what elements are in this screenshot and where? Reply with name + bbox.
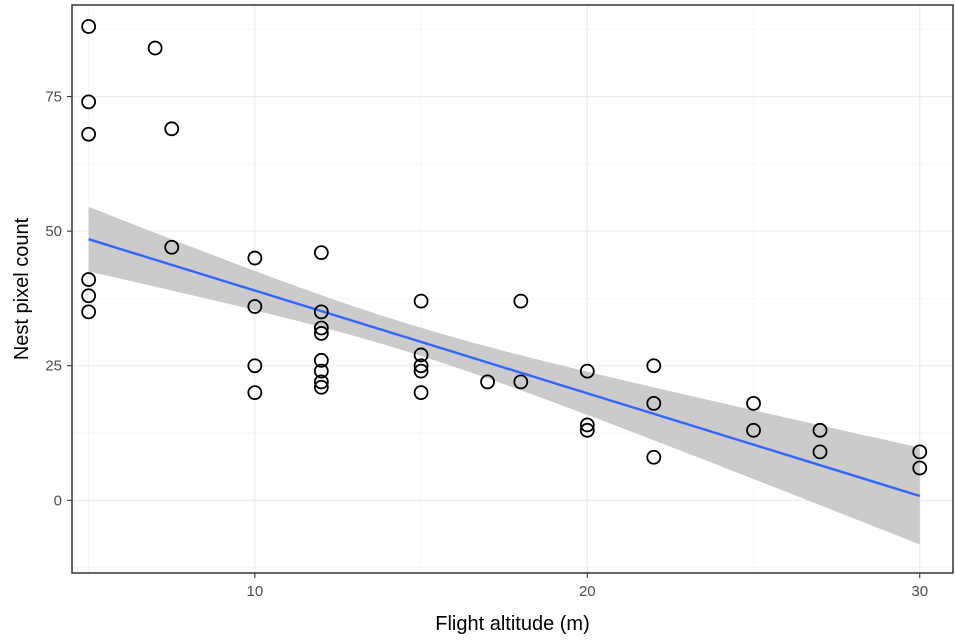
data-point xyxy=(812,444,828,460)
data-point xyxy=(313,320,329,336)
data-point xyxy=(313,363,329,379)
trend-line xyxy=(88,238,921,498)
x-tick-label: 20 xyxy=(579,583,596,600)
data-point xyxy=(313,374,329,390)
panel-border xyxy=(71,4,954,574)
data-point xyxy=(247,299,263,314)
data-point xyxy=(164,121,180,137)
data-point xyxy=(413,363,429,379)
data-point xyxy=(513,293,529,309)
data-point xyxy=(746,396,761,411)
data-point xyxy=(313,352,329,368)
data-point xyxy=(81,94,97,110)
data-point xyxy=(912,444,928,460)
data-point xyxy=(912,460,928,476)
data-point xyxy=(480,374,495,390)
data-point xyxy=(313,379,329,395)
y-tick-label: 0 xyxy=(54,492,62,509)
x-tick-label: 10 xyxy=(247,583,264,600)
data-point xyxy=(413,385,429,401)
data-point xyxy=(313,304,329,320)
data-point xyxy=(81,288,97,304)
confidence-band xyxy=(88,206,920,545)
data-point xyxy=(81,19,97,34)
data-point xyxy=(579,417,595,433)
data-point xyxy=(247,385,263,401)
x-axis-title: Flight altitude (m) xyxy=(435,613,590,635)
y-tick-label: 75 xyxy=(45,89,62,106)
data-point xyxy=(313,245,329,261)
data-point xyxy=(413,358,429,374)
y-tick-label: 50 xyxy=(45,223,62,240)
data-point xyxy=(746,422,761,438)
data-point xyxy=(812,422,828,438)
y-axis-title: Nest pixel count xyxy=(11,217,33,360)
data-point xyxy=(646,449,662,465)
data-point xyxy=(81,272,97,287)
data-point xyxy=(646,396,662,411)
data-point xyxy=(413,347,429,363)
data-point xyxy=(247,358,263,374)
y-tick-label: 25 xyxy=(45,358,62,375)
data-point xyxy=(513,374,529,390)
data-point xyxy=(313,326,329,341)
data-point xyxy=(147,40,163,56)
x-axis: 10 20 30 xyxy=(247,573,928,600)
confidence-ribbon xyxy=(88,206,920,545)
data-point xyxy=(579,422,595,438)
y-axis: 0 25 50 75 xyxy=(45,89,72,509)
data-point xyxy=(81,304,97,320)
data-point xyxy=(247,250,263,266)
trend-line-layer xyxy=(88,238,921,498)
data-point xyxy=(413,293,429,309)
data-point xyxy=(81,126,97,142)
data-points xyxy=(81,19,928,476)
data-point xyxy=(646,358,662,374)
x-tick-label: 30 xyxy=(911,583,928,600)
data-point xyxy=(579,363,595,379)
data-point xyxy=(164,239,180,255)
